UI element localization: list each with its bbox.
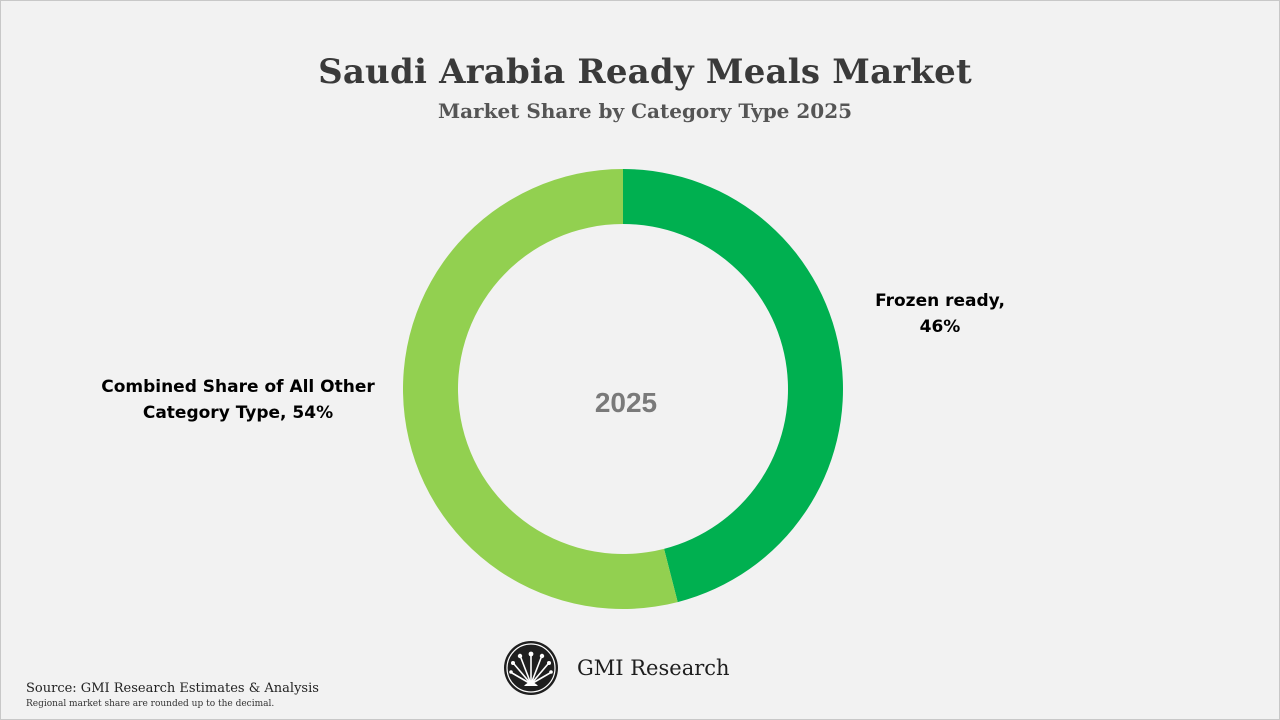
slice-label-other-category-line1: Combined Share of All Other bbox=[101, 377, 375, 397]
source-note: Source: GMI Research Estimates & Analysi… bbox=[26, 681, 319, 696]
slice-label-frozen-ready-line1: Frozen ready, bbox=[875, 291, 1005, 311]
slice-label-frozen-ready: Frozen ready, 46% bbox=[850, 288, 1030, 340]
chart-title: Saudi Arabia Ready Meals Market bbox=[318, 52, 972, 92]
donut-center-label: 2025 bbox=[595, 387, 657, 418]
donut-slices bbox=[402, 169, 843, 609]
gmi-peacock-logo-icon bbox=[504, 641, 558, 695]
brand-name: GMI Research bbox=[577, 656, 730, 680]
slice-label-frozen-ready-line2: 46% bbox=[919, 317, 961, 337]
rounding-note: Regional market share are rounded up to … bbox=[26, 699, 275, 709]
slice-label-other-category: Combined Share of All Other Category Typ… bbox=[88, 374, 388, 426]
slice-frozen-ready bbox=[623, 169, 843, 603]
chart-subtitle: Market Share by Category Type 2025 bbox=[437, 99, 853, 123]
slice-other-category bbox=[402, 169, 678, 609]
slice-label-other-category-line2: Category Type, 54% bbox=[142, 403, 334, 423]
